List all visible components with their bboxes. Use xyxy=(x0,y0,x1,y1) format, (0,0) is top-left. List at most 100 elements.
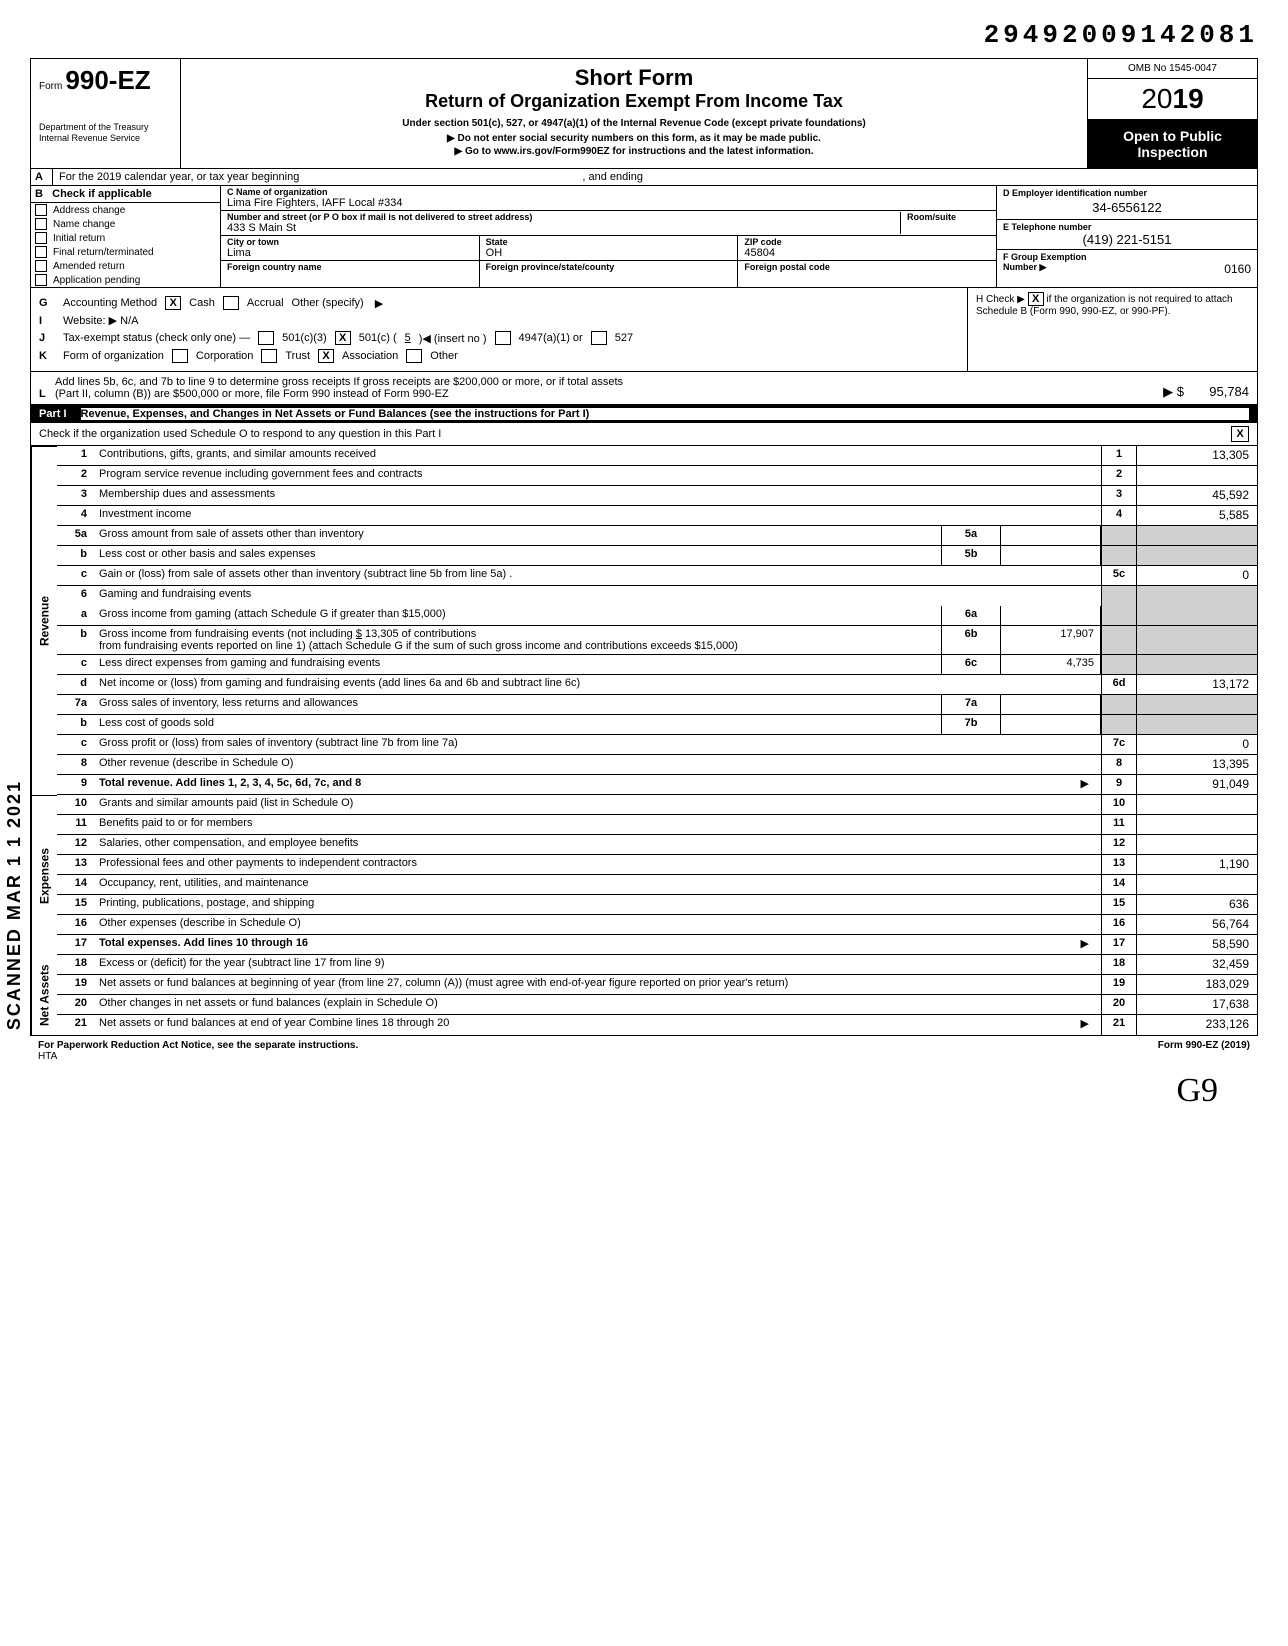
header-left: Form 990-EZ Department of the Treasury I… xyxy=(31,59,181,168)
line-14: 14Occupancy, rent, utilities, and mainte… xyxy=(57,875,1257,895)
lmidval: 17,907 xyxy=(1001,626,1101,654)
chk-501c3[interactable] xyxy=(258,331,274,345)
chk-4947[interactable] xyxy=(495,331,511,345)
hta-label: HTA xyxy=(38,1051,57,1062)
lnum: c xyxy=(57,735,93,754)
zip-cell: ZIP code 45804 xyxy=(737,236,996,260)
lmid: 7a xyxy=(941,695,1001,714)
chk-501c[interactable]: X xyxy=(335,331,351,345)
line-10: 10Grants and similar amounts paid (list … xyxy=(57,795,1257,815)
line-l: L Add lines 5b, 6c, and 7b to line 9 to … xyxy=(31,372,1257,405)
chk-527[interactable] xyxy=(591,331,607,345)
part1-check-text: Check if the organization used Schedule … xyxy=(39,428,1231,440)
line-1: 1Contributions, gifts, grants, and simil… xyxy=(57,446,1257,466)
ldesc: Gross profit or (loss) from sales of inv… xyxy=(93,735,1101,754)
chk-assoc[interactable]: X xyxy=(318,349,334,363)
lamt-shade xyxy=(1137,606,1257,625)
lcolnum: 11 xyxy=(1101,815,1137,834)
ein-row: D Employer identification number 34-6556… xyxy=(997,186,1257,220)
website-value: Website: ▶ N/A xyxy=(63,314,139,327)
ghjk-left: G Accounting Method XCash Accrual Other … xyxy=(31,288,967,371)
header-right: OMB No 1545-0047 2019 Open to Public Ins… xyxy=(1087,59,1257,168)
ldesc: Gain or (loss) from sale of assets other… xyxy=(93,566,1101,585)
checkbox-icon[interactable] xyxy=(35,204,47,216)
line-13: 13Professional fees and other payments t… xyxy=(57,855,1257,875)
line-6b: bGross income from fundraising events (n… xyxy=(57,626,1257,655)
l9-desc: Total revenue. Add lines 1, 2, 3, 4, 5c,… xyxy=(99,777,361,789)
501c-number: 5 xyxy=(405,332,411,344)
assoc-label: Association xyxy=(342,350,398,362)
line-16: 16Other expenses (describe in Schedule O… xyxy=(57,915,1257,935)
letter-b: B xyxy=(35,188,43,200)
part1-checkbox[interactable]: X xyxy=(1231,426,1249,442)
lmidval: 4,735 xyxy=(1001,655,1101,674)
checkbox-icon[interactable] xyxy=(35,232,47,244)
label-ein: D Employer identification number xyxy=(1003,188,1251,198)
ldesc: Less cost of goods sold xyxy=(93,715,941,734)
label-room: Room/suite xyxy=(907,212,990,222)
line-6c: cLess direct expenses from gaming and fu… xyxy=(57,655,1257,675)
lmidval xyxy=(1001,715,1101,734)
lnum: 15 xyxy=(57,895,93,914)
chk-corp[interactable] xyxy=(172,349,188,363)
dept-line2: Internal Revenue Service xyxy=(39,133,172,144)
line-l-text2: (Part II, column (B)) are $500,000 or mo… xyxy=(55,388,1089,400)
chk-accrual[interactable] xyxy=(223,296,239,310)
foreign-country-cell: Foreign country name xyxy=(221,261,479,287)
street-address: 433 S Main St xyxy=(227,222,900,234)
foreign-postal-cell: Foreign postal code xyxy=(737,261,996,287)
lmid: 6b xyxy=(941,626,1001,654)
check-applicable: Check if applicable xyxy=(52,188,152,200)
checkbox-icon[interactable] xyxy=(35,260,47,272)
tax-year: 2019 xyxy=(1088,79,1257,120)
label-zip: ZIP code xyxy=(744,237,990,247)
lmid: 5b xyxy=(941,546,1001,565)
lamt: 45,592 xyxy=(1137,486,1257,505)
lcolnum: 5c xyxy=(1101,566,1137,585)
ldesc: Net assets or fund balances at end of ye… xyxy=(93,1015,1101,1035)
ghjk-right: H Check ▶ X if the organization is not r… xyxy=(967,288,1257,371)
line-5c: cGain or (loss) from sale of assets othe… xyxy=(57,566,1257,586)
chk-trust[interactable] xyxy=(261,349,277,363)
lamt-shade xyxy=(1137,586,1257,606)
chk-h[interactable]: X xyxy=(1028,292,1044,306)
line-12: 12Salaries, other compensation, and empl… xyxy=(57,835,1257,855)
line-11: 11Benefits paid to or for members11 xyxy=(57,815,1257,835)
chk-other-org[interactable] xyxy=(406,349,422,363)
line-4: 4Investment income45,585 xyxy=(57,506,1257,526)
chk-address-change: Address change xyxy=(31,203,220,217)
ldesc: Professional fees and other payments to … xyxy=(93,855,1101,874)
arrow-icon: ▶ xyxy=(1081,1017,1089,1030)
footer-right: Form 990-EZ (2019) xyxy=(1158,1040,1250,1062)
city-state-zip-row: City or town Lima State OH ZIP code 4580… xyxy=(221,236,996,261)
ldesc: Gross sales of inventory, less returns a… xyxy=(93,695,941,714)
h-check-prefix: H Check ▶ xyxy=(976,294,1025,305)
lamt xyxy=(1137,795,1257,814)
label-org-name: C Name of organization xyxy=(227,187,990,197)
lnum: b xyxy=(57,546,93,565)
lcolnum: 1 xyxy=(1101,446,1137,465)
line-6: 6Gaming and fundraising events xyxy=(57,586,1257,606)
ldesc: Gross income from gaming (attach Schedul… xyxy=(93,606,941,625)
main-identity-block: B Check if applicable Address change Nam… xyxy=(31,186,1257,288)
checkbox-icon[interactable] xyxy=(35,218,47,230)
line-g: G Accounting Method XCash Accrual Other … xyxy=(39,296,959,310)
accounting-method-label: Accounting Method xyxy=(63,297,157,309)
line-7b: bLess cost of goods sold7b xyxy=(57,715,1257,735)
other-org-label: Other xyxy=(430,350,458,362)
checkbox-icon[interactable] xyxy=(35,246,47,258)
chk-cash[interactable]: X xyxy=(165,296,181,310)
lamt: 636 xyxy=(1137,895,1257,914)
chk-label: Amended return xyxy=(53,261,125,272)
ldesc: Grants and similar amounts paid (list in… xyxy=(93,795,1101,814)
corp-label: Corporation xyxy=(196,350,253,362)
lnum: 4 xyxy=(57,506,93,525)
accrual-label: Accrual xyxy=(247,297,284,309)
ldesc: Printing, publications, postage, and shi… xyxy=(93,895,1101,914)
tax-exempt-label: Tax-exempt status (check only one) — xyxy=(63,332,250,344)
col-b-header: B Check if applicable xyxy=(31,186,220,203)
arrow-icon: ▶ xyxy=(1081,777,1089,790)
checkbox-icon[interactable] xyxy=(35,274,47,286)
label-state: State xyxy=(486,237,732,247)
lnum: 8 xyxy=(57,755,93,774)
